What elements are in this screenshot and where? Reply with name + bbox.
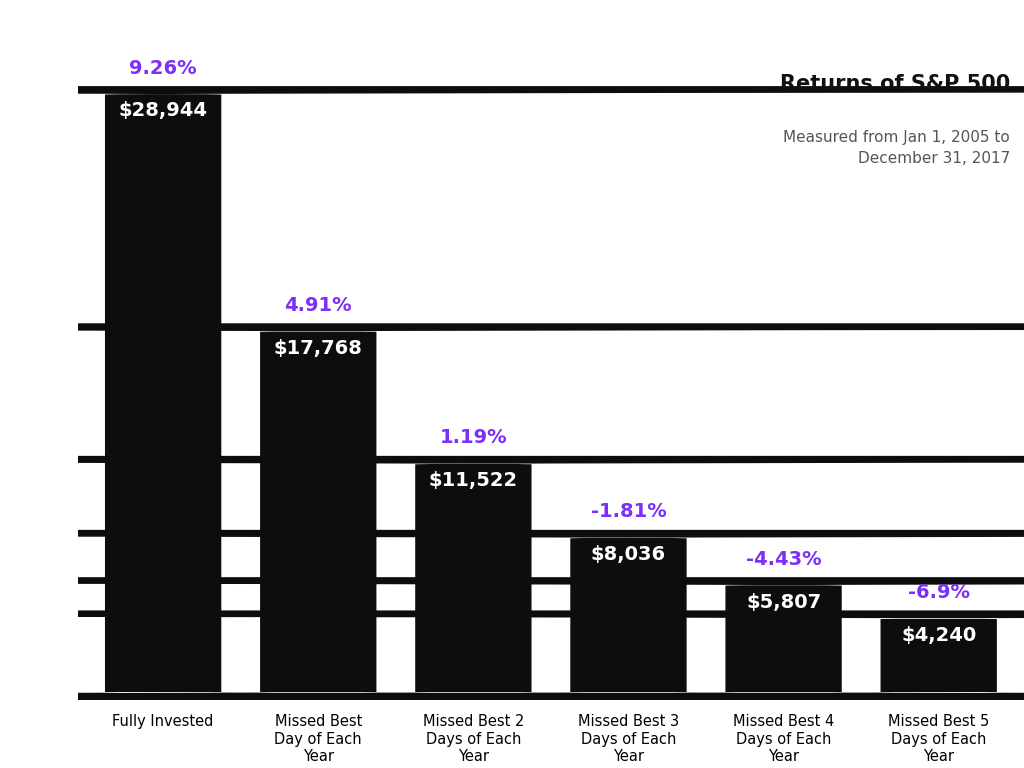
- Text: $4,240: $4,240: [901, 626, 976, 645]
- FancyBboxPatch shape: [0, 611, 1024, 700]
- FancyBboxPatch shape: [0, 530, 1024, 700]
- Text: Performance of a $10,000 Portfolio: Performance of a $10,000 Portfolio: [30, 172, 48, 528]
- Text: $11,522: $11,522: [429, 472, 518, 490]
- Text: -4.43%: -4.43%: [745, 550, 821, 568]
- Text: 9.26%: 9.26%: [129, 58, 197, 78]
- Text: -6.9%: -6.9%: [907, 583, 970, 602]
- Text: $28,944: $28,944: [119, 101, 208, 121]
- Text: MONEY WOMAN: MONEY WOMAN: [922, 743, 1024, 756]
- FancyBboxPatch shape: [0, 578, 1024, 700]
- Text: Missed Best Days of Each Year: Missed Best Days of Each Year: [225, 722, 655, 746]
- Text: ᴜHE MILLENNIAL: ᴜHE MILLENNIAL: [930, 717, 1024, 727]
- Text: 4.91%: 4.91%: [285, 296, 352, 315]
- Text: -1.81%: -1.81%: [591, 502, 667, 521]
- FancyBboxPatch shape: [0, 456, 1024, 700]
- FancyBboxPatch shape: [0, 323, 1024, 700]
- Text: 1.19%: 1.19%: [439, 429, 507, 448]
- Text: $17,768: $17,768: [273, 339, 362, 358]
- Text: Measured from Jan 1, 2005 to
December 31, 2017: Measured from Jan 1, 2005 to December 31…: [783, 130, 1010, 166]
- Text: $5,807: $5,807: [746, 593, 821, 611]
- Text: Returns of S&P 500: Returns of S&P 500: [779, 74, 1010, 94]
- Text: $8,036: $8,036: [591, 545, 666, 564]
- FancyBboxPatch shape: [0, 86, 1024, 700]
